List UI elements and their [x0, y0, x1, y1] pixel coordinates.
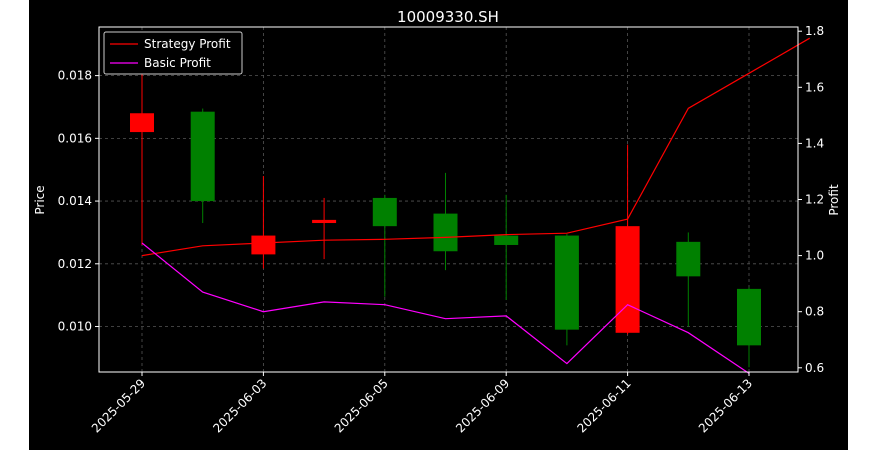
candle-body — [130, 113, 154, 133]
y-right-tick-label: 1.6 — [805, 80, 824, 94]
y-axis-label-right: Profit — [827, 184, 841, 216]
y-tick-label: 0.016 — [58, 131, 92, 145]
y-right-tick-label: 1.8 — [805, 24, 824, 38]
basic-profit-line — [141, 242, 750, 374]
chart-svg: 10009330.SH 0.010 0.012 0.014 0.016 0.018 0.… — [33, 8, 841, 435]
y-right-tick-label: 0.6 — [805, 361, 824, 375]
x-tick-label: 2025-06-11 — [575, 376, 634, 435]
x-tick-label: 2025-06-03 — [210, 376, 269, 435]
candle-body — [433, 213, 458, 252]
y-tick-label: 0.018 — [58, 69, 92, 83]
left-y-axis: 0.010 0.012 0.014 0.016 0.018 — [58, 69, 99, 334]
candle-body — [494, 235, 519, 245]
legend-strategy-label: Strategy Profit — [144, 37, 231, 51]
y-right-tick-label: 1.2 — [805, 193, 824, 207]
y-tick-label: 0.014 — [58, 194, 92, 208]
legend: Strategy Profit Basic Profit — [103, 31, 243, 75]
candle-body — [737, 288, 761, 346]
y-tick-label: 0.010 — [58, 320, 92, 334]
x-tick-label: 2025-05-29 — [89, 376, 148, 435]
x-tick-label: 2025-06-05 — [332, 376, 391, 435]
candles — [130, 66, 761, 368]
candle-body — [676, 241, 701, 277]
candle-body — [312, 219, 337, 224]
chart-figure: 10009330.SH 0.010 0.012 0.014 0.016 0.018 0.… — [29, 0, 848, 450]
x-axis: 2025-05-29 2025-06-03 2025-06-05 2025-06-09… — [89, 372, 755, 435]
profit-lines — [141, 37, 811, 374]
legend-basic-label: Basic Profit — [144, 56, 211, 70]
chart-title: 10009330.SH — [397, 8, 499, 26]
strategy-profit-line — [141, 37, 811, 257]
y-right-tick-label: 0.8 — [805, 305, 824, 319]
candle-body — [251, 235, 276, 255]
candle-body — [615, 226, 640, 333]
legend-box — [103, 31, 243, 75]
x-tick-label: 2025-06-13 — [696, 376, 755, 435]
candle-body — [190, 111, 215, 202]
x-tick-label: 2025-06-09 — [453, 376, 512, 435]
right-y-axis: 0.6 0.8 1.0 1.2 1.4 1.6 1.8 — [798, 24, 824, 375]
candle-body — [372, 197, 397, 227]
candle-body — [554, 235, 579, 330]
y-right-tick-label: 1.4 — [805, 136, 824, 150]
y-right-tick-label: 1.0 — [805, 249, 824, 263]
y-axis-label-left: Price — [33, 185, 47, 214]
y-tick-label: 0.012 — [58, 257, 92, 271]
